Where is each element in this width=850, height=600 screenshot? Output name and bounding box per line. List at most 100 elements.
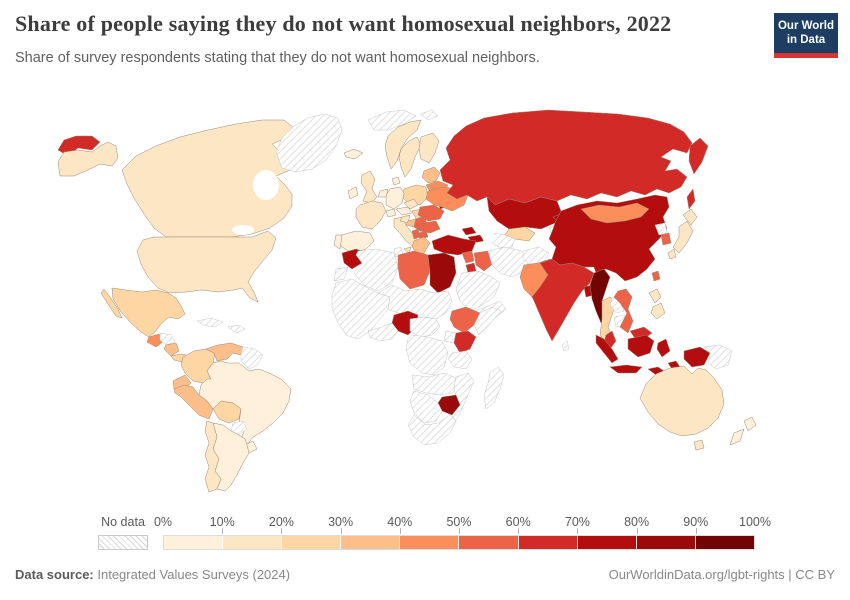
legend-tick-mark bbox=[222, 528, 224, 534]
country-russia-kamchatka[interactable] bbox=[688, 137, 709, 175]
legend-band[interactable] bbox=[223, 536, 283, 549]
country-sri-lanka[interactable] bbox=[561, 340, 570, 352]
country-philippines-mindanao[interactable] bbox=[650, 302, 666, 320]
country-syria[interactable] bbox=[461, 250, 475, 264]
country-paraguay[interactable] bbox=[230, 420, 248, 436]
country-tanzania[interactable] bbox=[447, 350, 473, 370]
country-ethiopia[interactable] bbox=[449, 306, 481, 334]
country-italy-sicily[interactable] bbox=[403, 246, 412, 254]
country-indonesia-sulawesi[interactable] bbox=[656, 338, 671, 358]
country-greenland[interactable] bbox=[275, 113, 343, 173]
country-norway[interactable] bbox=[384, 119, 422, 170]
legend-band[interactable] bbox=[341, 536, 401, 549]
country-somalia[interactable] bbox=[473, 306, 502, 336]
country-svalbard-east[interactable] bbox=[419, 109, 439, 121]
country-new-zealand-south[interactable] bbox=[729, 428, 745, 446]
legend-tick-mark bbox=[636, 528, 638, 534]
country-cameroon-car[interactable] bbox=[409, 316, 441, 338]
country-switzerland[interactable] bbox=[385, 208, 397, 218]
legend-band[interactable] bbox=[518, 536, 578, 549]
country-cuba[interactable] bbox=[196, 317, 224, 328]
country-indonesia-borneo[interactable] bbox=[627, 334, 655, 358]
country-namibia-botswana[interactable] bbox=[409, 390, 443, 424]
country-new-zealand-north[interactable] bbox=[743, 416, 757, 432]
legend-band[interactable] bbox=[636, 536, 696, 549]
country-south-korea[interactable] bbox=[660, 232, 672, 246]
country-australia[interactable] bbox=[639, 365, 725, 437]
country-austria[interactable] bbox=[395, 206, 413, 216]
country-drc[interactable] bbox=[405, 334, 449, 376]
country-japan-hokkaido[interactable] bbox=[682, 208, 698, 226]
country-india[interactable] bbox=[531, 258, 595, 342]
country-russia-sakhalin[interactable] bbox=[686, 188, 696, 210]
legend-band[interactable] bbox=[577, 536, 637, 549]
country-taiwan[interactable] bbox=[651, 270, 661, 282]
country-greece[interactable] bbox=[411, 236, 431, 256]
country-philippines-luzon[interactable] bbox=[648, 288, 662, 304]
country-guyanas[interactable] bbox=[240, 346, 264, 370]
country-australia-tasmania[interactable] bbox=[693, 439, 705, 451]
country-finland[interactable] bbox=[418, 132, 440, 164]
country-japan-kyushu[interactable] bbox=[667, 248, 677, 260]
legend-tick-label: 0% bbox=[153, 515, 173, 529]
country-united-kingdom[interactable] bbox=[360, 170, 378, 204]
legend-band[interactable] bbox=[164, 536, 224, 549]
country-peru[interactable] bbox=[173, 384, 214, 420]
country-iraq[interactable] bbox=[473, 250, 495, 272]
country-svalbard[interactable] bbox=[367, 109, 417, 131]
country-honduras[interactable] bbox=[159, 332, 176, 346]
legend-bar[interactable] bbox=[163, 535, 755, 550]
country-france[interactable] bbox=[355, 200, 387, 230]
country-alaska[interactable] bbox=[57, 141, 119, 177]
country-hispaniola[interactable] bbox=[227, 324, 246, 334]
country-west-africa[interactable] bbox=[331, 278, 391, 340]
country-united-states[interactable] bbox=[136, 230, 277, 303]
country-chile[interactable] bbox=[204, 420, 222, 493]
country-angola-zambia[interactable] bbox=[411, 372, 461, 396]
legend-tick-label: 40% bbox=[387, 515, 413, 529]
legend-band[interactable] bbox=[282, 536, 342, 549]
country-egypt[interactable] bbox=[427, 252, 457, 294]
country-libya[interactable] bbox=[397, 250, 431, 290]
legend-no-data-swatch[interactable] bbox=[98, 535, 148, 550]
country-mexico-baja[interactable] bbox=[100, 288, 123, 319]
country-indonesia-java[interactable] bbox=[609, 364, 643, 374]
country-papua-new-guinea[interactable] bbox=[703, 344, 733, 370]
country-kenya[interactable] bbox=[453, 330, 477, 354]
country-vietnam[interactable] bbox=[613, 288, 634, 334]
country-portugal[interactable] bbox=[333, 234, 343, 250]
country-western-sahara[interactable] bbox=[333, 266, 349, 282]
country-georgia[interactable] bbox=[461, 226, 477, 236]
country-indonesia-sumatra[interactable] bbox=[595, 334, 619, 364]
country-iceland[interactable] bbox=[343, 148, 364, 160]
footer-link-text[interactable]: OurWorldinData.org/lgbt-rights | CC BY bbox=[608, 567, 835, 582]
country-saudi-arabia[interactable] bbox=[455, 270, 501, 312]
country-venezuela[interactable] bbox=[205, 342, 244, 362]
country-bulgaria[interactable] bbox=[419, 220, 441, 234]
country-baltic-states[interactable] bbox=[421, 166, 441, 184]
country-sweden[interactable] bbox=[398, 136, 422, 178]
country-madagascar[interactable] bbox=[483, 366, 505, 410]
country-denmark[interactable] bbox=[391, 176, 401, 186]
country-mongolia[interactable] bbox=[580, 202, 650, 224]
legend-tick-label: 60% bbox=[505, 515, 531, 529]
legend-band[interactable] bbox=[695, 536, 754, 549]
country-bolivia[interactable] bbox=[212, 400, 242, 424]
country-indonesia-papua[interactable] bbox=[683, 346, 711, 368]
country-netherlands[interactable] bbox=[377, 188, 389, 198]
country-sahel[interactable] bbox=[377, 284, 453, 320]
country-north-korea[interactable] bbox=[654, 222, 668, 236]
country-ireland[interactable] bbox=[347, 186, 359, 200]
country-south-africa[interactable] bbox=[407, 414, 457, 446]
legend-band[interactable] bbox=[400, 536, 460, 549]
country-nicaragua[interactable] bbox=[163, 342, 180, 357]
country-mexico[interactable] bbox=[111, 287, 186, 338]
country-russia[interactable] bbox=[439, 109, 693, 206]
country-germany[interactable] bbox=[385, 186, 405, 210]
country-guinea-coast[interactable] bbox=[367, 322, 399, 342]
country-north-macedonia[interactable] bbox=[417, 230, 429, 240]
legend-band[interactable] bbox=[459, 536, 519, 549]
country-algeria[interactable] bbox=[353, 248, 399, 292]
country-japan-honshu[interactable] bbox=[672, 220, 694, 254]
